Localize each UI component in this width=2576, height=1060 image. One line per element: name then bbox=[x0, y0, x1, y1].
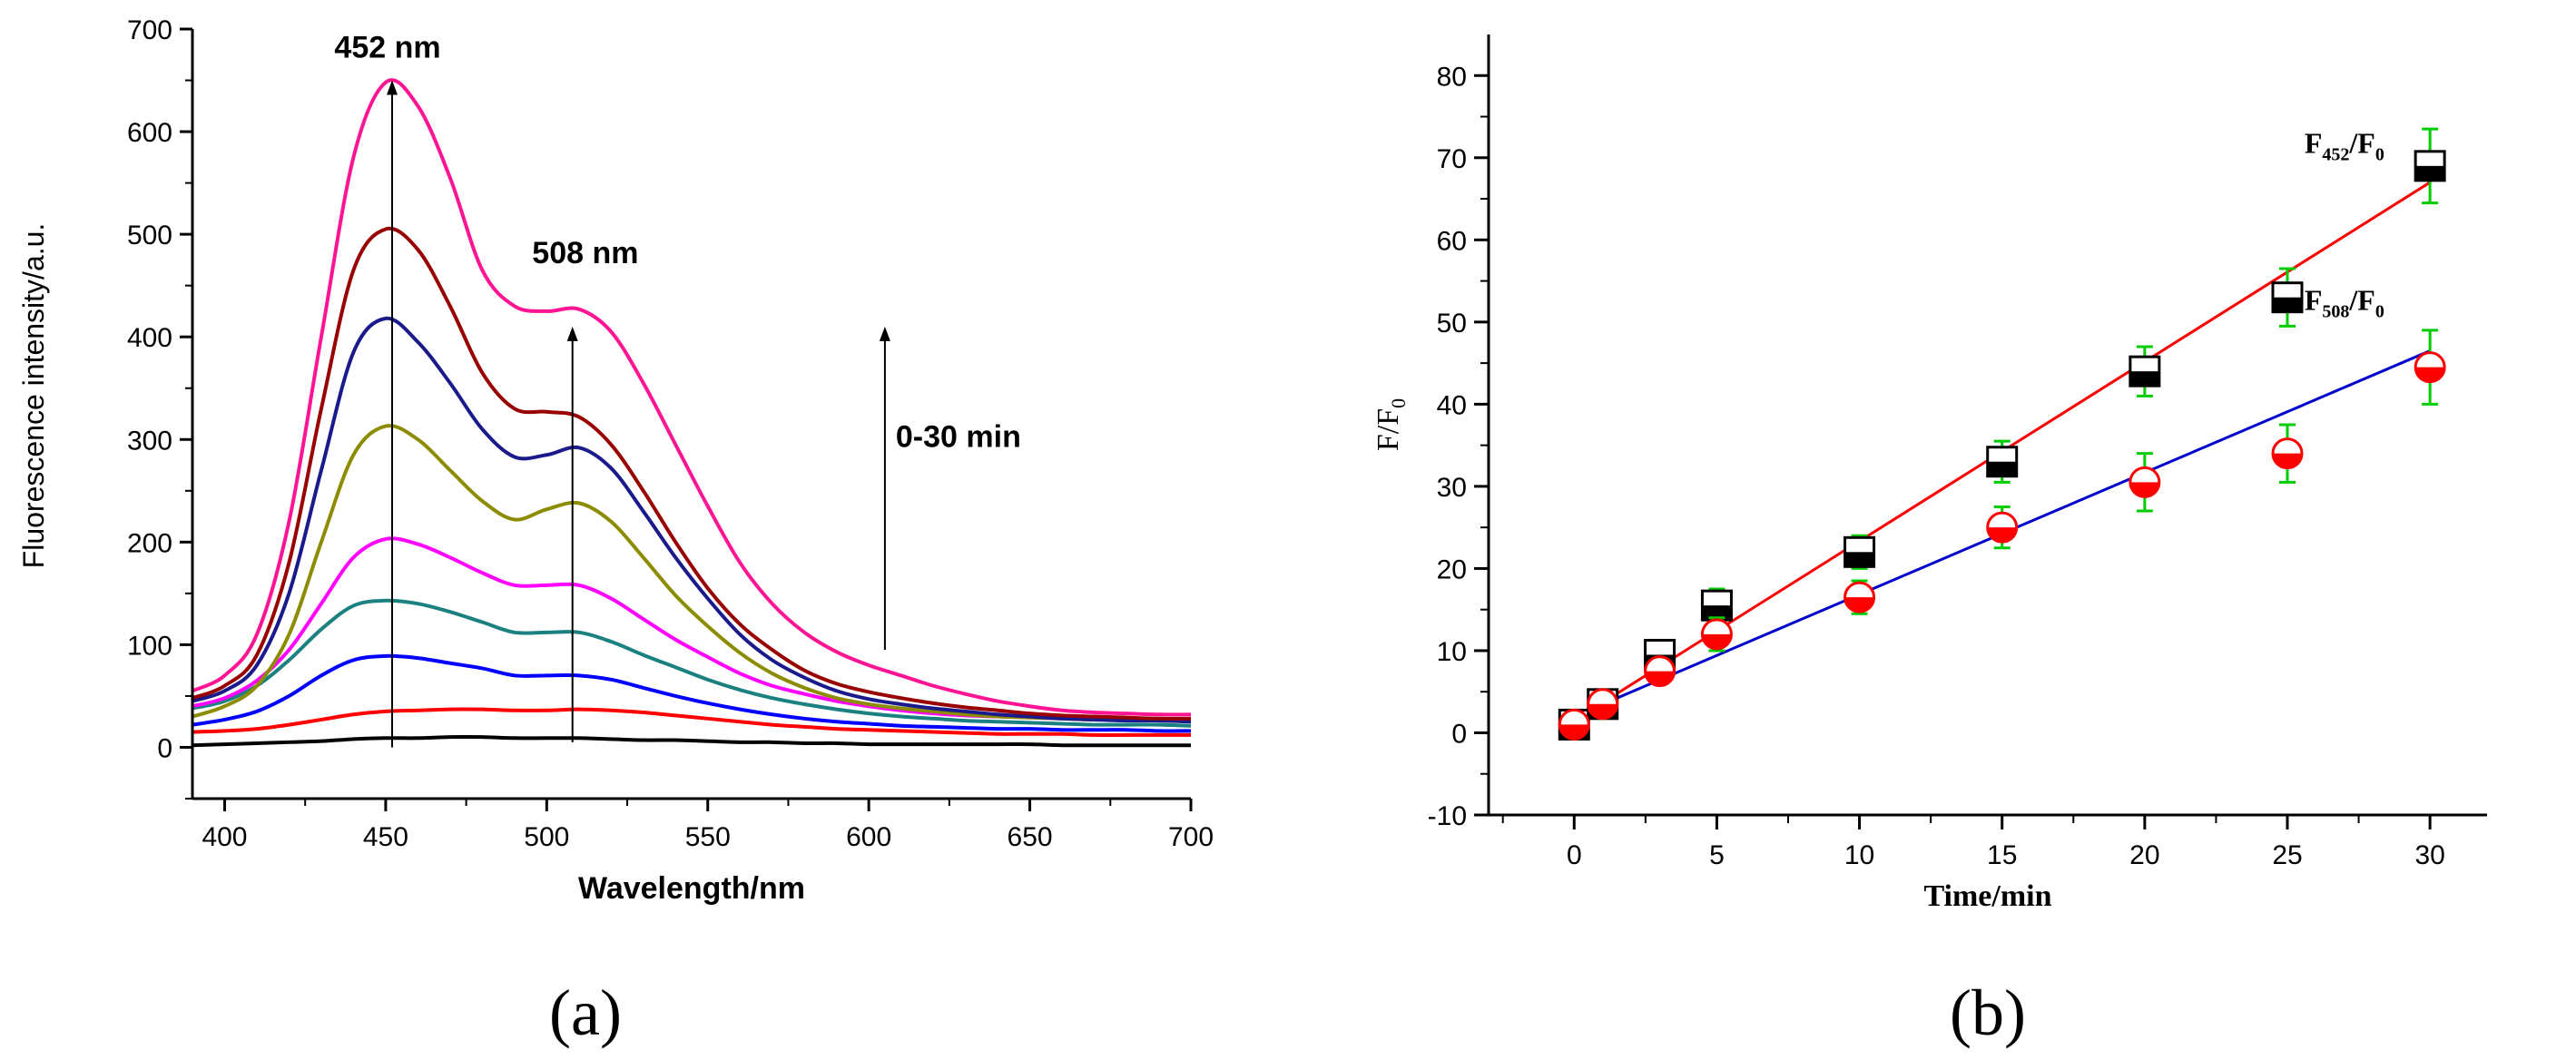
spectrum-line bbox=[192, 316, 1192, 724]
panel-b-x-tick-label: 15 bbox=[1987, 840, 2017, 870]
spectrum-line bbox=[192, 653, 1192, 733]
data-point bbox=[1587, 688, 1619, 721]
panel-b-y-tick-label: 50 bbox=[1437, 309, 1467, 339]
spectrum-line bbox=[192, 78, 1192, 717]
square-marker-fill bbox=[1702, 605, 1732, 621]
panel-b-x-axis-label: Time/min bbox=[1923, 879, 2051, 913]
panel-b-y-axis-label: F/F0 bbox=[1372, 398, 1410, 451]
circle-marker-fill bbox=[2129, 482, 2159, 497]
circle-marker-fill bbox=[1987, 527, 2017, 543]
panel-a-y-tick-label: 600 bbox=[127, 118, 172, 148]
circle-marker-fill bbox=[1844, 597, 1874, 613]
panel-a-x-tick-label: 450 bbox=[363, 822, 408, 852]
panel-a-y-tick-label: 100 bbox=[127, 631, 172, 661]
time-arrow-head bbox=[879, 326, 890, 341]
circle-marker-fill bbox=[1559, 724, 1589, 740]
circle-marker-fill bbox=[1645, 671, 1675, 686]
square-marker-fill bbox=[2129, 371, 2159, 387]
spectrum-line bbox=[192, 735, 1191, 748]
panel-a-x-tick-label: 600 bbox=[846, 822, 891, 852]
data-point bbox=[1844, 579, 1876, 615]
spectrum-line bbox=[192, 226, 1192, 721]
series-label-tail: /F bbox=[2348, 283, 2374, 316]
time-range-label: 0-30 min bbox=[896, 419, 1021, 454]
panel-b-y-tick-label: 10 bbox=[1437, 637, 1467, 667]
data-point bbox=[2129, 345, 2161, 398]
data-point bbox=[2271, 267, 2304, 328]
panel-a-y-tick-label: 400 bbox=[127, 323, 172, 353]
panel-a-x-tick-label: 550 bbox=[685, 822, 731, 852]
data-points-group bbox=[1558, 127, 2446, 741]
panel-b-x-tick-label: 25 bbox=[2272, 840, 2302, 870]
spectrum-line bbox=[192, 598, 1192, 728]
panel-b-x-tick-label: 20 bbox=[2129, 840, 2159, 870]
panel-b-y-tick-label: 20 bbox=[1437, 555, 1467, 584]
circle-marker-fill bbox=[2273, 453, 2302, 468]
panel-b-y-tick-label: 80 bbox=[1437, 62, 1467, 92]
data-point bbox=[1558, 708, 1590, 741]
spectrum-line bbox=[192, 707, 1191, 737]
peak-452-arrow-head bbox=[387, 80, 398, 95]
panel-b-y-tick-label: 30 bbox=[1437, 473, 1467, 503]
panel-a-x-tick-label: 650 bbox=[1008, 822, 1053, 852]
square-marker-fill bbox=[1987, 461, 2017, 476]
circle-marker-fill bbox=[1702, 633, 1732, 649]
circle-marker-fill bbox=[1588, 703, 1617, 719]
panel-b-y-tick-label: 70 bbox=[1437, 144, 1467, 174]
panel-b-y-tick-label: 60 bbox=[1437, 226, 1467, 256]
peak-508-arrow-head bbox=[566, 326, 578, 341]
panel-a-y-tick-label: 700 bbox=[127, 15, 172, 45]
panel-b-y-tick-label: 40 bbox=[1437, 390, 1467, 420]
panel-b-y-tick-label: -10 bbox=[1428, 801, 1467, 831]
data-point bbox=[2129, 452, 2161, 513]
data-point bbox=[1844, 534, 1876, 570]
spectra-series-group bbox=[192, 78, 1192, 748]
panel-b-x-tick-label: 10 bbox=[1844, 840, 1874, 870]
panel-a-y-tick-label: 500 bbox=[127, 221, 172, 250]
peak-452-label: 452 nm bbox=[334, 31, 440, 65]
series-label-main: F bbox=[2305, 126, 2323, 159]
series-label-tail-sub: 0 bbox=[2375, 301, 2384, 321]
series-label-tail: /F bbox=[2348, 126, 2374, 159]
panel-a-x-tick-label: 700 bbox=[1168, 822, 1214, 852]
data-point bbox=[1986, 505, 2019, 550]
panel-b-x-tick-label: 30 bbox=[2414, 840, 2444, 870]
data-point bbox=[1986, 439, 2019, 484]
data-point bbox=[1644, 655, 1676, 688]
square-marker-fill bbox=[1844, 552, 1874, 567]
series-label-sub: 452 bbox=[2322, 144, 2349, 164]
panel-a-spectra-chart: 400 450 500 550 600 650 700 0 100 200 300 400 500 600… bbox=[17, 15, 1214, 906]
panel-a-x-tick-label: 500 bbox=[524, 822, 569, 852]
panel-label-b: (b) bbox=[1950, 977, 2026, 1049]
panel-a-x-axis-label: Wavelength/nm bbox=[578, 871, 805, 906]
panel-a-axes bbox=[191, 29, 1191, 800]
circle-marker-fill bbox=[2415, 367, 2445, 382]
panel-b-x-tick-label: 5 bbox=[1709, 840, 1725, 870]
peak-508-label: 508 nm bbox=[532, 236, 638, 270]
panel-label-a: (a) bbox=[549, 977, 622, 1049]
square-marker-fill bbox=[2273, 297, 2302, 312]
panel-a-y-tick-label: 300 bbox=[127, 426, 172, 456]
series-label-sub: 508 bbox=[2322, 301, 2349, 321]
panel-b-y-axis-label-main: F/F bbox=[1372, 408, 1405, 451]
panel-b-x-tick-label: 0 bbox=[1567, 840, 1582, 870]
panel-a-x-tick-label: 400 bbox=[202, 822, 247, 852]
series-label-main: F bbox=[2305, 283, 2323, 316]
data-point bbox=[2414, 329, 2446, 406]
series-label: F508/F0 bbox=[2305, 283, 2384, 321]
data-point bbox=[2414, 127, 2446, 205]
panel-b-axes bbox=[1487, 34, 2487, 817]
series-label-tail-sub: 0 bbox=[2375, 144, 2384, 164]
panel-a-y-tick-label: 0 bbox=[157, 733, 172, 763]
panel-a-y-tick-label: 200 bbox=[127, 528, 172, 558]
data-point bbox=[1700, 616, 1733, 653]
panel-b-y-axis-label-sub: 0 bbox=[1387, 398, 1410, 408]
square-marker-fill bbox=[2415, 165, 2445, 181]
series-label: F452/F0 bbox=[2305, 126, 2384, 164]
panel-b-y-tick-label: 0 bbox=[1451, 719, 1467, 749]
data-point bbox=[2271, 423, 2304, 484]
panel-a-y-axis-label: Fluorescence intensity/a.u. bbox=[17, 223, 50, 569]
